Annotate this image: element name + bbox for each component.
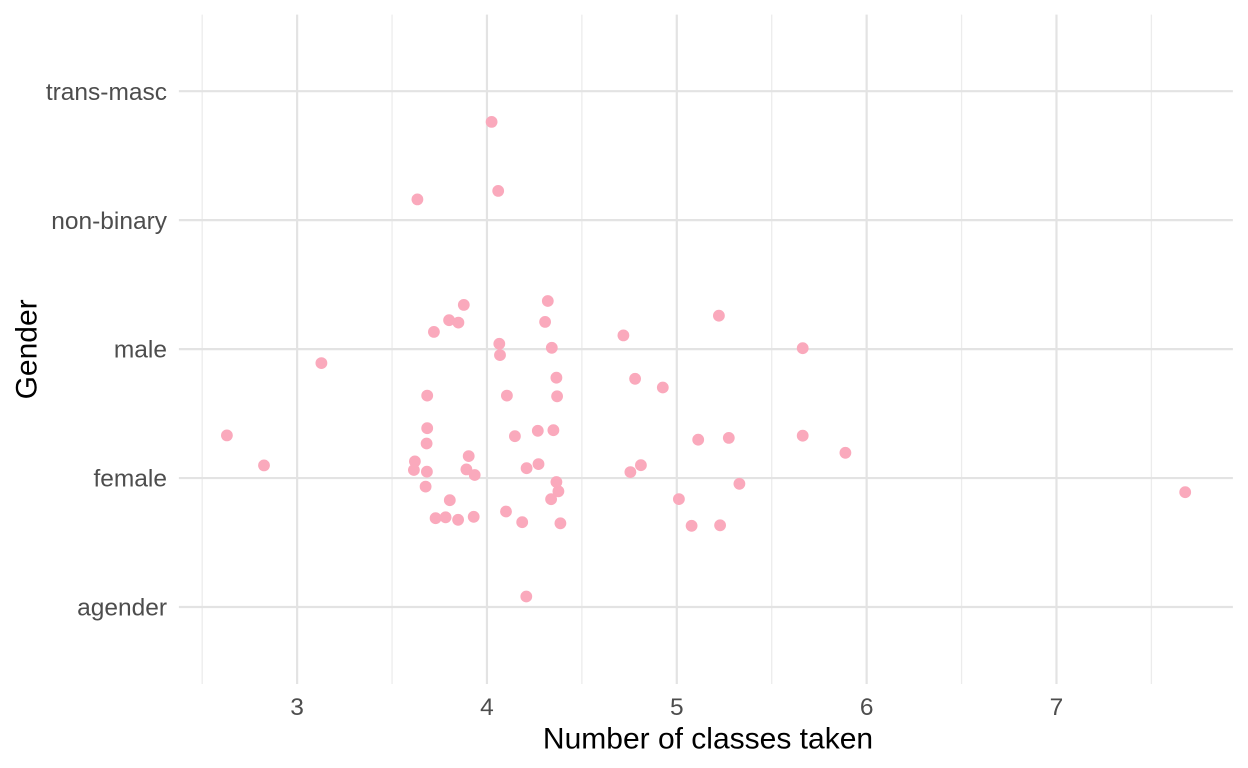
svg-text:6: 6 bbox=[860, 694, 874, 721]
svg-text:Number of classes taken: Number of classes taken bbox=[543, 723, 873, 756]
svg-text:male: male bbox=[114, 337, 167, 364]
svg-text:agender: agender bbox=[77, 595, 167, 622]
svg-text:trans-masc: trans-masc bbox=[46, 79, 167, 106]
svg-text:Gender: Gender bbox=[10, 299, 43, 399]
svg-text:7: 7 bbox=[1050, 694, 1064, 721]
svg-text:4: 4 bbox=[480, 694, 494, 721]
svg-text:female: female bbox=[93, 466, 167, 493]
svg-text:5: 5 bbox=[670, 694, 684, 721]
svg-text:3: 3 bbox=[290, 694, 304, 721]
svg-text:non-binary: non-binary bbox=[51, 208, 168, 235]
